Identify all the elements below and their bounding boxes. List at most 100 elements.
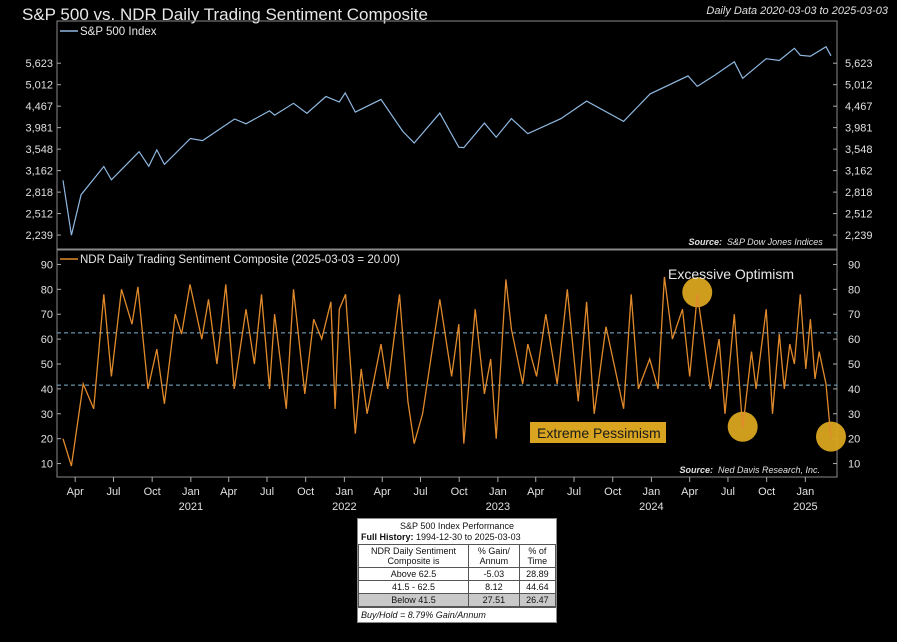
sp500-series-line: [62, 45, 832, 236]
x-tick-label: Jan: [796, 486, 814, 498]
sentiment-y-tick-label: 60: [41, 334, 53, 346]
x-tick-label: Oct: [758, 486, 775, 498]
sp500-y-tick-label: 4,467: [25, 101, 53, 113]
row-time: 26.47: [518, 593, 557, 607]
sp500-legend-label: S&P 500 Index: [80, 26, 157, 38]
col-time-header: % of Time: [518, 544, 557, 568]
x-tick-label: Jul: [260, 486, 274, 498]
x-tick-label: Oct: [604, 486, 621, 498]
sp500-y-tick-label: 2,818: [25, 187, 53, 199]
sp500-y-tick-label: 2,512: [25, 209, 53, 221]
table-title: S&P 500 Index Performance: [400, 521, 514, 531]
sp500-y-tick-label: 3,162: [25, 166, 53, 178]
row-label: 41.5 - 62.5: [358, 580, 469, 594]
sp500-y-tick-label-right: 2,818: [845, 187, 873, 199]
sp500-y-tick-label-right: 2,512: [845, 209, 873, 221]
chart-subtitle: Daily Data 2020-03-03 to 2025-03-03: [706, 5, 889, 17]
x-axis: Apr Jul Oct Jan Apr Jul Oct Jan Apr Jul Oct Jan Apr J…: [67, 477, 818, 513]
x-tick-label: Oct: [451, 486, 468, 498]
sp500-y-tick-label-right: 3,981: [845, 123, 873, 135]
row-label: Below 41.5: [358, 593, 469, 607]
sp500-y-tick-label-right: 3,548: [845, 144, 873, 156]
row-gain: -5.03: [468, 567, 520, 581]
sentiment-y-tick-label-right: 40: [848, 384, 860, 396]
x-tick-label: Apr: [527, 486, 544, 498]
row-time: 44.64: [518, 580, 557, 594]
row-label: Above 62.5: [358, 567, 469, 581]
sentiment-panel-frame: [56, 249, 838, 478]
sentiment-tick-group: 10 10 20 20 30 30 40 40 50 50 60 60 70 70 80 80 90 90: [41, 259, 861, 470]
sp500-source-label: Source:: [688, 237, 722, 247]
sp500-y-tick-label: 5,623: [25, 58, 53, 70]
table-row: 41.5 - 62.5 8.12 44.64: [358, 580, 557, 594]
sentiment-y-tick-label-right: 60: [848, 334, 860, 346]
history-label: Full History:: [361, 532, 414, 542]
table-footer: Buy/Hold = 8.79% Gain/Annum: [358, 607, 556, 622]
x-tick-label: Apr: [374, 486, 391, 498]
sentiment-y-tick-label: 50: [41, 359, 53, 371]
table-header-row: NDR Daily Sentiment Composite is % Gain/…: [358, 544, 557, 568]
x-tick-label: Jul: [106, 486, 120, 498]
col-gain-header: % Gain/ Annum: [468, 544, 520, 568]
x-year-label: 2021: [179, 501, 203, 513]
sentiment-y-tick-label: 90: [41, 259, 53, 271]
x-tick-label: Jul: [567, 486, 581, 498]
x-tick-label: Jan: [643, 486, 661, 498]
sentiment-legend-label: NDR Daily Trading Sentiment Composite (2…: [80, 254, 400, 266]
sp500-tick-group: 2,239 2,239 2,512 2,512 2,818 2,818 3,162 3,162…: [25, 58, 872, 242]
extreme-pessimism-box: [530, 422, 666, 443]
x-tick-label: Oct: [144, 486, 161, 498]
sp500-y-tick-label-right: 5,623: [845, 58, 873, 70]
sp500-y-tick-label: 2,239: [25, 230, 53, 242]
x-year-label: 2022: [332, 501, 356, 513]
sp500-y-tick-label-right: 4,467: [845, 101, 873, 113]
sentiment-source-label: Source:: [679, 465, 713, 475]
sentiment-y-tick-label-right: 30: [848, 409, 860, 421]
x-tick-label: Jan: [182, 486, 200, 498]
sp500-source: S&P Dow Jones Indices: [727, 237, 823, 247]
x-year-label: 2025: [793, 501, 817, 513]
sentiment-y-tick-label-right: 80: [848, 284, 860, 296]
x-tick-label: Apr: [220, 486, 237, 498]
x-tick-label: Jan: [489, 486, 507, 498]
history-range: 1994-12-30 to 2025-03-03: [416, 532, 521, 542]
x-tick-label: Apr: [67, 486, 84, 498]
sentiment-y-tick-label: 40: [41, 384, 53, 396]
row-gain: 8.12: [468, 580, 520, 594]
sentiment-source: Ned Davis Research, Inc.: [718, 465, 820, 475]
x-year-label: 2024: [639, 501, 663, 513]
sentiment-y-tick-label-right: 10: [848, 459, 860, 471]
sp500-y-tick-label-right: 5,012: [845, 80, 873, 92]
table-history: Full History: 1994-12-30 to 2025-03-03: [358, 531, 556, 544]
sentiment-y-tick-label-right: 20: [848, 434, 860, 446]
sp500-y-tick-label: 3,548: [25, 144, 53, 156]
x-year-label: 2023: [486, 501, 510, 513]
row-gain: 27.51: [468, 593, 520, 607]
sentiment-y-tick-label-right: 70: [848, 309, 860, 321]
x-tick-label: Apr: [681, 486, 698, 498]
sentiment-y-tick-label: 10: [41, 459, 53, 471]
sentiment-y-tick-label: 70: [41, 309, 53, 321]
sp500-y-tick-label: 5,012: [25, 80, 53, 92]
sentiment-y-tick-label: 20: [41, 434, 53, 446]
x-tick-label: Jul: [413, 486, 427, 498]
col-sentiment-header: NDR Daily Sentiment Composite is: [358, 544, 469, 568]
sentiment-y-tick-label: 30: [41, 409, 53, 421]
table-row: Above 62.5 -5.03 28.89: [358, 567, 557, 581]
performance-table: S&P 500 Index Performance Full History: …: [357, 518, 557, 623]
sentiment-series-line: [62, 276, 832, 467]
chart-title: S&P 500 vs. NDR Daily Trading Sentiment …: [22, 5, 428, 24]
sp500-panel-frame: [56, 20, 838, 250]
performance-grid: NDR Daily Sentiment Composite is % Gain/…: [358, 544, 557, 607]
sentiment-y-tick-label-right: 50: [848, 359, 860, 371]
table-row: Below 41.5 27.51 26.47: [358, 593, 557, 607]
sp500-y-tick-label-right: 3,162: [845, 166, 873, 178]
sp500-y-tick-label: 3,981: [25, 123, 53, 135]
pessimism-highlight-circle: [682, 277, 713, 308]
sentiment-y-tick-label-right: 90: [848, 259, 860, 271]
x-tick-label: Jan: [336, 486, 354, 498]
x-tick-label: Jul: [721, 486, 735, 498]
row-time: 28.89: [518, 567, 557, 581]
sp500-y-tick-label-right: 2,239: [845, 230, 873, 242]
sentiment-y-tick-label: 80: [41, 284, 53, 296]
